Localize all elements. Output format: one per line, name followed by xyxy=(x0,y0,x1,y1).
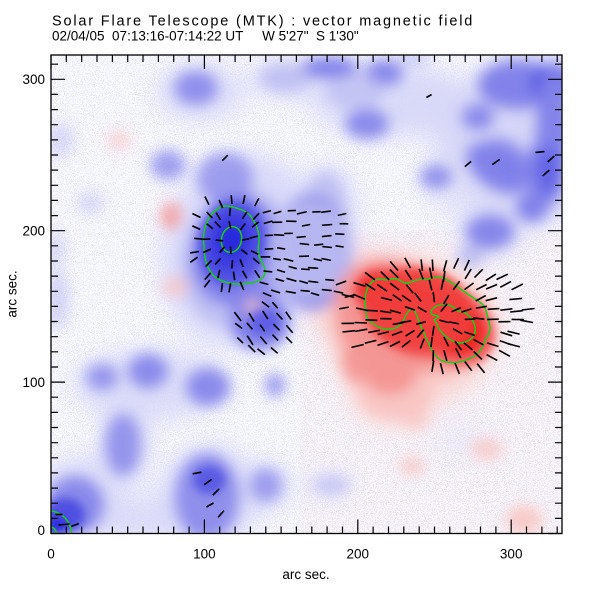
svg-text:100: 100 xyxy=(193,547,216,562)
svg-text:Solar Flare Telescope (MTK) :: Solar Flare Telescope (MTK) : vector mag… xyxy=(52,14,474,30)
svg-text:200: 200 xyxy=(22,224,45,239)
svg-text:200: 200 xyxy=(347,547,370,562)
svg-text:300: 300 xyxy=(22,72,45,87)
svg-text:100: 100 xyxy=(22,375,45,390)
svg-text:300: 300 xyxy=(500,547,523,562)
svg-text:0: 0 xyxy=(37,523,45,538)
svg-text:0: 0 xyxy=(47,547,55,562)
svg-text:arc sec.: arc sec. xyxy=(5,270,20,317)
svg-text:arc sec.: arc sec. xyxy=(282,567,329,582)
svg-text:02/04/05 07:13:16-07:14:22 UT: 02/04/05 07:13:16-07:14:22 UT W 5'27" S … xyxy=(52,29,359,44)
